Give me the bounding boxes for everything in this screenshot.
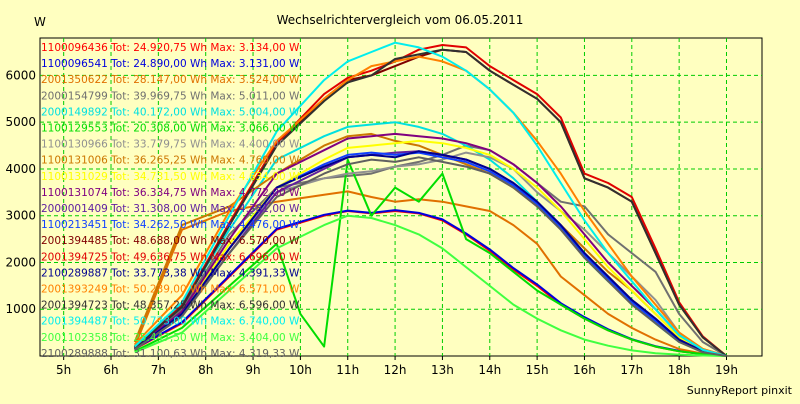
x-tick-label: 15h xyxy=(526,363,549,377)
x-tick-label: 12h xyxy=(384,363,407,377)
legend-entry-7: 1100131006 Tot: 36.265,25 Wh Max: 4.760,… xyxy=(41,155,300,167)
series-line-2 xyxy=(133,190,727,357)
x-tick-labels: 5h 6h 7h 8h 9h 10h 11h 12h 13h 14h 15h 16h 17h 18h 19h xyxy=(56,363,738,377)
legend-entry-10: 2000001409 Tot: 31.308,00 Wh Max: 4.381,… xyxy=(41,203,300,215)
legend-entry-13: 2001394725 Tot: 49.636,75 Wh Max: 6.696,… xyxy=(41,251,300,263)
legend-entry-1: 1100096541 Tot: 24.890,00 Wh Max: 3.131,… xyxy=(41,58,300,70)
series-line-14 xyxy=(134,150,727,357)
series-line-11 xyxy=(134,151,727,357)
legend-entry-18: 2001102358 Tot: 25.447,50 Wh Max: 3.404,… xyxy=(41,332,300,344)
y-tick-label: 4000 xyxy=(5,162,36,176)
legend-entry-19: 2100289888 Tot: 31.100,63 Wh Max: 4.319,… xyxy=(41,348,300,360)
x-tick-label: 14h xyxy=(478,363,501,377)
series-line-8 xyxy=(134,139,727,357)
series-line-18 xyxy=(134,214,727,357)
series-line-5 xyxy=(134,158,727,357)
plot-area xyxy=(39,37,763,357)
x-tick-label: 7h xyxy=(151,363,166,377)
y-tick-label: 5000 xyxy=(5,115,36,129)
x-tick-label: 17h xyxy=(620,363,643,377)
legend-entry-9: 1100131074 Tot: 36.334,75 Wh Max: 4.772,… xyxy=(41,187,300,199)
y-tick-label: 6000 xyxy=(5,68,36,82)
x-tick-label: 16h xyxy=(573,363,596,377)
x-tick-label: 11h xyxy=(336,363,359,377)
legend-entry-5: 1100129553 Tot: 20.308,00 Wh Max: 3.066,… xyxy=(41,123,300,135)
series-line-3 xyxy=(134,144,728,357)
series-line-19 xyxy=(134,156,727,357)
y-tick-label: 1000 xyxy=(5,302,36,316)
series-lines xyxy=(133,41,728,357)
x-tick-label: 13h xyxy=(431,363,454,377)
series-line-16 xyxy=(134,48,728,357)
legend-entry-12: 2001394485 Tot: 48.688,00 Wh Max: 6.570,… xyxy=(41,235,300,247)
legend-entry-16: 2001394723 Tot: 48.357,25 Wh Max: 6.596,… xyxy=(41,300,300,312)
legend-entry-8: 1100131029 Tot: 34.731,50 Wh Max: 4.634,… xyxy=(41,171,300,183)
y-tick-label: 2000 xyxy=(5,255,36,269)
grid-lines xyxy=(40,38,762,360)
y-axis-label: W xyxy=(34,15,46,29)
x-tick-label: 9h xyxy=(245,363,260,377)
legend-entry-2: 2001350622 Tot: 28.147,00 Wh Max: 3.524,… xyxy=(41,74,300,86)
x-tick-label: 6h xyxy=(103,363,118,377)
x-tick-label: 5h xyxy=(56,363,71,377)
x-tick-label: 10h xyxy=(289,363,312,377)
x-tick-label: 8h xyxy=(198,363,213,377)
legend: 1100096436 Tot: 24.920,75 Wh Max: 3.134,… xyxy=(41,42,300,360)
y-tick-labels: 1000 2000 3000 4000 5000 6000 xyxy=(5,68,36,316)
chart-title: Wechselrichtervergleich vom 06.05.2011 xyxy=(277,13,524,27)
legend-entry-0: 1100096436 Tot: 24.920,75 Wh Max: 3.134,… xyxy=(41,42,300,54)
legend-entry-3: 2000154799 Tot: 39.969,75 Wh Max: 5.011,… xyxy=(41,90,300,102)
legend-entry-17: 2001394487 Tot: 50.773,00 Wh Max: 6.740,… xyxy=(41,316,300,328)
x-tick-label: 19h xyxy=(715,363,738,377)
legend-entry-11: 1100213451 Tot: 34.262,50 Wh Max: 4.476,… xyxy=(41,219,300,231)
legend-entry-4: 2000149892 Tot: 40.172,00 Wh Max: 5.004,… xyxy=(41,106,300,118)
legend-entry-6: 1100130966 Tot: 33.779,75 Wh Max: 4.400,… xyxy=(41,139,300,151)
legend-entry-14: 2100289887 Tot: 33.773,38 Wh Max: 4.391,… xyxy=(41,267,300,279)
series-line-9 xyxy=(134,132,727,357)
y-tick-label: 3000 xyxy=(5,209,36,223)
footer-text: SunnyReport pinxit xyxy=(687,384,793,397)
x-tick-label: 18h xyxy=(668,363,691,377)
series-line-17 xyxy=(134,41,727,357)
legend-entry-15: 2001393249 Tot: 50.239,00 Wh Max: 6.571,… xyxy=(41,284,300,296)
